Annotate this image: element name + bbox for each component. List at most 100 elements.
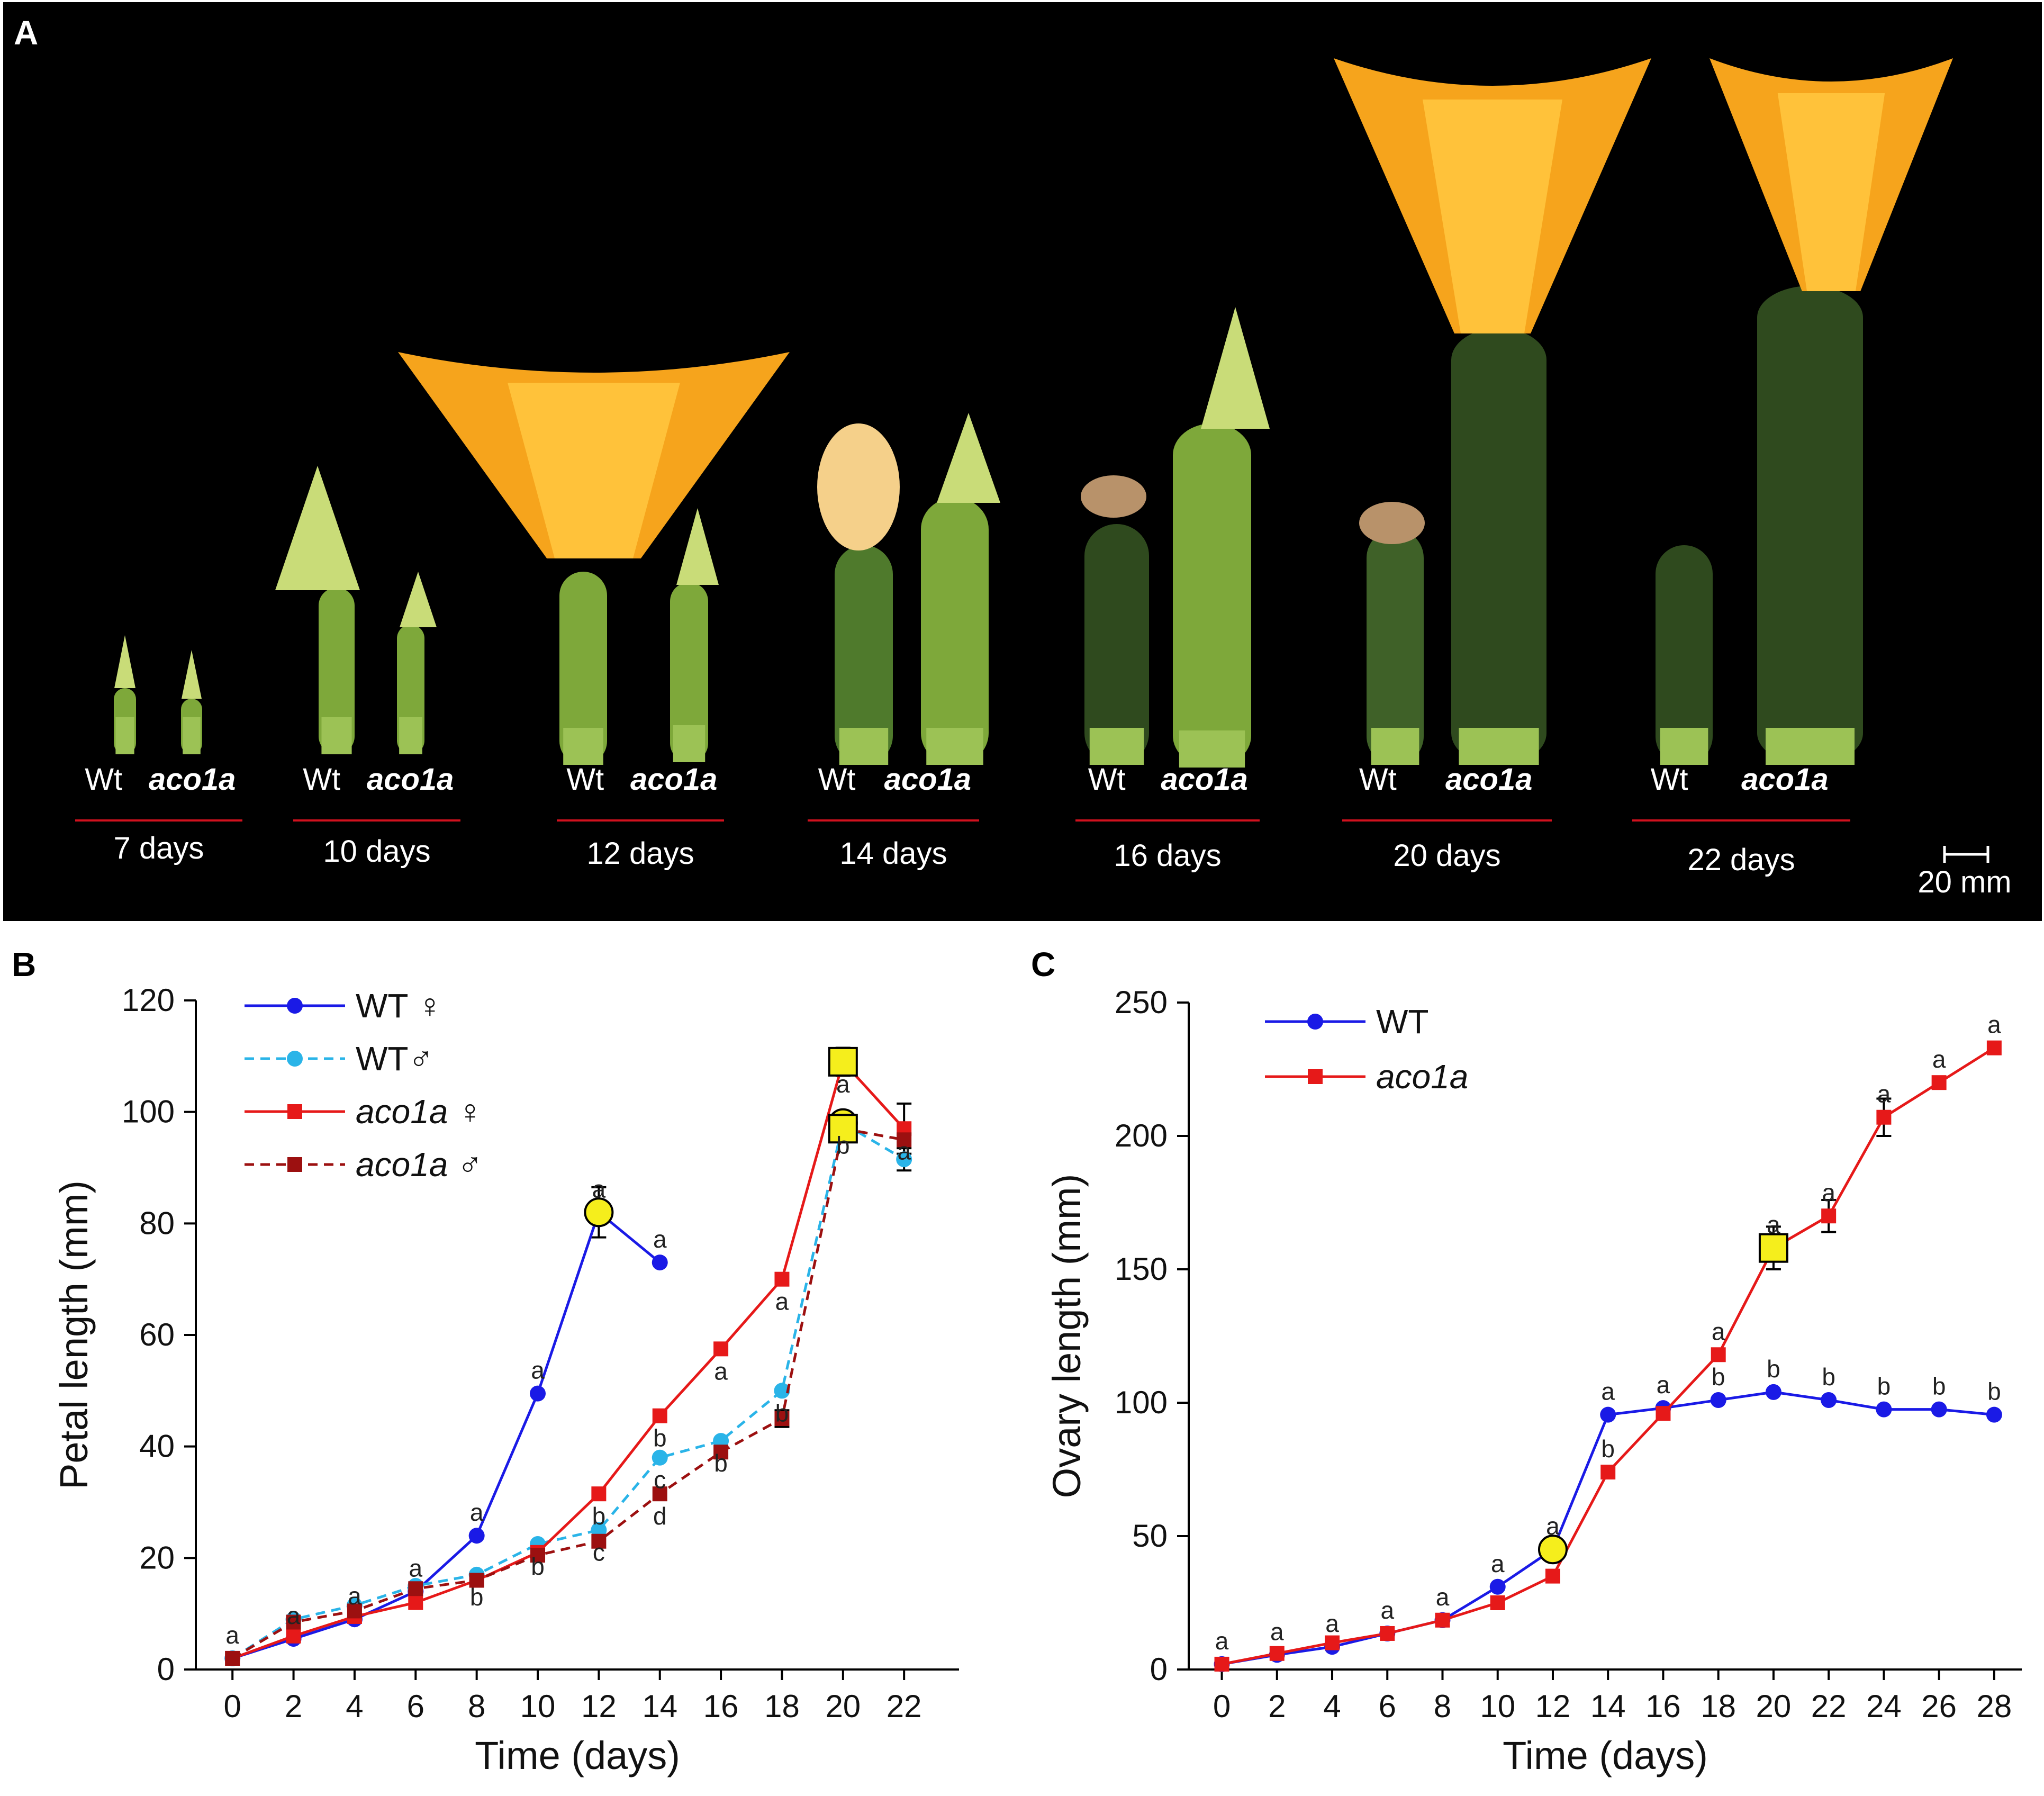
sig-letter-b-0-5: a: [531, 1357, 545, 1384]
sig-letter-c-1-14: a: [1987, 1011, 2001, 1039]
series-line-b-1: [231, 1121, 905, 1660]
panel-letter-c: C: [1031, 945, 1055, 983]
flower-wt-14: [817, 423, 900, 550]
x-tick-label-c-20: 20: [1756, 1689, 1792, 1724]
specimen-wt-14-stem: [839, 728, 889, 765]
y-tick-label-b-60: 60: [139, 1317, 175, 1352]
days-label-2: 12 days: [586, 836, 694, 871]
x-tick-label-c-24: 24: [1866, 1689, 1902, 1724]
point-c-1-13: [1931, 1075, 1947, 1090]
sig-letter-b-1-10: b: [836, 1132, 850, 1159]
point-c-1-14: [1986, 1040, 2002, 1055]
point-b-0-4: [468, 1528, 485, 1544]
sig-letter-b-0-4: a: [470, 1499, 484, 1526]
sig-letter-b-1-4: b: [470, 1583, 484, 1611]
specimen-wt-22-stem: [1660, 728, 1708, 765]
sig-letter-b-0-6: a: [592, 1175, 606, 1203]
sig-letter-c-1-12: a: [1877, 1080, 1891, 1108]
point-c-1-9: [1711, 1347, 1726, 1362]
x-tick-label-b-2: 2: [285, 1689, 302, 1724]
highlight-c-1: [1758, 1233, 1788, 1263]
point-b-3-5: [530, 1548, 546, 1563]
x-tick-label-c-0: 0: [1213, 1689, 1231, 1724]
sig-letter-c-0-9: b: [1712, 1363, 1725, 1391]
bud-mut-7: [182, 650, 202, 699]
panel-letter-a: A: [14, 14, 38, 52]
point-c-1-3: [1380, 1626, 1395, 1641]
x-tick-label-c-26: 26: [1921, 1689, 1957, 1724]
legend-marker-b-0: [287, 998, 303, 1014]
y-tick-label-b-100: 100: [122, 1094, 175, 1130]
point-c-1-6: [1545, 1568, 1560, 1584]
point-b-2-6: [591, 1486, 607, 1502]
x-tick-label-b-10: 10: [520, 1689, 556, 1724]
point-c-0-14: [1986, 1406, 2002, 1423]
point-b-3-4: [469, 1573, 484, 1588]
point-c-0-11: [1821, 1392, 1837, 1408]
mutant-label-5: aco1a: [1445, 762, 1532, 797]
point-b-3-9: [774, 1411, 790, 1426]
x-tick-label-b-22: 22: [887, 1689, 922, 1724]
sig-letter-b-3-7: d: [653, 1502, 667, 1530]
series-line-b-0: [232, 1210, 661, 1660]
legend-label-b-3: aco1a ♂: [356, 1145, 483, 1184]
specimens: [114, 58, 1953, 768]
legend-label-b-2: aco1a ♀: [356, 1093, 483, 1131]
wt-label-3: Wt: [818, 762, 856, 797]
sig-letter-c-0-12: b: [1877, 1373, 1891, 1400]
point-b-2-9: [774, 1271, 790, 1287]
specimen-wt-12-stem: [563, 728, 603, 765]
days-label-3: 14 days: [839, 836, 947, 871]
sig-letter-b-0-1: a: [287, 1602, 301, 1629]
x-tick-label-b-0: 0: [224, 1689, 241, 1724]
y-tick-label-c-0: 0: [1150, 1651, 1168, 1687]
wt-label-6: Wt: [1651, 762, 1688, 797]
point-b-2-1: [286, 1628, 301, 1644]
legend-marker-b-2: [287, 1104, 302, 1119]
mutant-label-0: aco1a: [149, 762, 236, 797]
specimen-mut-22-stem: [1766, 728, 1855, 765]
specimen-mut-20-stem: [1459, 728, 1539, 765]
x-tick-label-c-6: 6: [1379, 1689, 1396, 1724]
specimen-wt-10-stem: [321, 717, 352, 754]
chart-b-content: 0 20 40 60 80 100 120 0 2 4 6 8 10 12 14 16 18 20 22 Time (…: [52, 982, 959, 1777]
sig-letter-b-2-7: b: [653, 1424, 667, 1452]
point-c-0-10: [1765, 1384, 1781, 1400]
sig-letter-c-0-7: a: [1601, 1378, 1615, 1405]
sig-letter-c-1-13: a: [1932, 1045, 1946, 1073]
x-axis-title-c: Time (days): [1503, 1734, 1708, 1777]
dried-flower-wt-20: [1359, 502, 1425, 544]
mutant-label-3: aco1a: [884, 762, 971, 797]
photo-background: [3, 2, 2042, 921]
sig-letter-b-2-9: a: [775, 1288, 789, 1315]
wt-label-0: Wt: [85, 762, 122, 797]
legend-marker-c-0: [1307, 1014, 1323, 1030]
photo-panel: A Wt aco1a 7 days Wt aco1a 10 days Wt aco1a 12 d…: [3, 2, 2042, 921]
specimen-wt-16-stem: [1089, 728, 1144, 765]
series-line-b-2: [232, 1059, 906, 1660]
y-tick-label-b-120: 120: [122, 982, 175, 1018]
x-tick-label-c-12: 12: [1535, 1689, 1571, 1724]
sig-letter-c-0-2: a: [1325, 1610, 1339, 1637]
sig-letter-c-0-11: b: [1822, 1363, 1835, 1391]
wt-label-5: Wt: [1359, 762, 1397, 797]
point-b-3-8: [713, 1445, 729, 1460]
days-label-0: 7 days: [114, 831, 204, 865]
sig-letter-c-0-0: a: [1215, 1627, 1229, 1655]
x-tick-label-c-8: 8: [1434, 1689, 1451, 1724]
series-line-c-1: [1222, 1046, 1995, 1666]
x-tick-label-b-20: 20: [825, 1689, 861, 1724]
wt-label-1: Wt: [303, 762, 340, 797]
point-b-0-7: [652, 1255, 668, 1271]
sig-letter-c-1-11: a: [1822, 1179, 1835, 1206]
specimen-wt-20-stem: [1371, 728, 1419, 765]
highlight-b-3: [828, 1114, 858, 1144]
legend-marker-c-1: [1308, 1069, 1323, 1084]
point-c-1-4: [1435, 1612, 1450, 1628]
x-tick-label-b-14: 14: [642, 1689, 677, 1724]
sig-letter-b-2-11: a: [897, 1137, 911, 1165]
point-b-0-5: [530, 1385, 546, 1402]
dried-flower-wt-16: [1081, 475, 1146, 518]
